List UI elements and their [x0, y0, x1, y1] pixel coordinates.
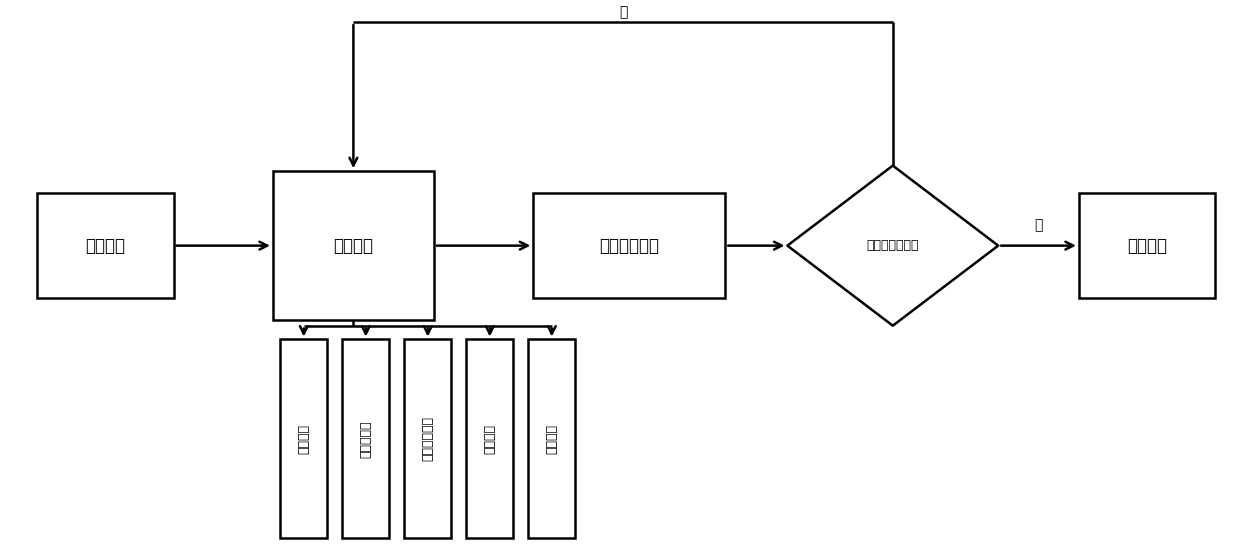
Text: 火情分析: 火情分析: [334, 237, 373, 254]
Text: 火势是否被控制: 火势是否被控制: [867, 239, 919, 252]
Bar: [466, 339, 513, 538]
Bar: [533, 193, 725, 298]
Text: 是: 是: [1034, 218, 1043, 232]
Bar: [37, 193, 174, 298]
Text: 否: 否: [619, 6, 627, 19]
Text: 火势大小: 火势大小: [298, 424, 310, 454]
Bar: [280, 339, 327, 538]
Text: 其他信息: 其他信息: [546, 424, 558, 454]
Bar: [404, 339, 451, 538]
Text: 着火点位置: 着火点位置: [360, 420, 372, 458]
Text: 采用何种介质: 采用何种介质: [422, 416, 434, 461]
Bar: [1079, 193, 1215, 298]
Bar: [273, 171, 434, 320]
Text: 喷射模式: 喷射模式: [484, 424, 496, 454]
Text: 调整喷射模式: 调整喷射模式: [599, 237, 660, 254]
Bar: [342, 339, 389, 538]
Text: 开始作业: 开始作业: [86, 237, 125, 254]
Text: 结束作业: 结束作业: [1127, 237, 1167, 254]
Bar: [528, 339, 575, 538]
